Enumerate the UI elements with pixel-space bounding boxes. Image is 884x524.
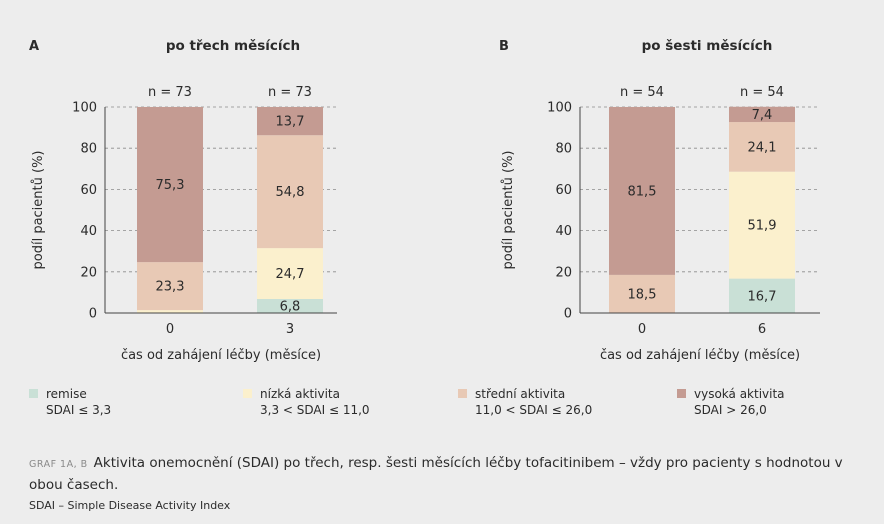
y-tick-label-a-40: 40 bbox=[80, 224, 97, 239]
caption-text: Aktivita onemocnění (SDAI) po třech, res… bbox=[29, 455, 843, 493]
legend-swatch-vysoka-aktivita bbox=[677, 389, 686, 398]
data-label-b-6-s0: 16,7 bbox=[748, 289, 777, 304]
n-label-a-0: n = 73 bbox=[148, 85, 192, 100]
footnote: SDAI – Simple Disease Activity Index bbox=[29, 499, 231, 512]
legend-swatch-stredni-aktivita bbox=[458, 389, 467, 398]
legend-desc-nizka-aktivita: 3,3 < SDAI ≤ 11,0 bbox=[260, 403, 370, 417]
panel-letter-b: B bbox=[499, 39, 509, 54]
x-tick-label-a-0: 0 bbox=[166, 322, 174, 337]
data-label-a-3-s1: 24,7 bbox=[276, 267, 305, 282]
x-tick-label-a-3: 3 bbox=[286, 322, 294, 337]
legend-desc-remise: SDAI ≤ 3,3 bbox=[46, 403, 112, 417]
bar-segment-a-0-s3 bbox=[137, 107, 203, 263]
bar-segment-a-0-s2 bbox=[137, 262, 203, 311]
data-label-b-6-s1: 51,9 bbox=[748, 219, 777, 234]
panel-title-b: po šesti měsících bbox=[642, 38, 773, 54]
y-tick-label-b-40: 40 bbox=[555, 224, 572, 239]
figure-caption: GRAF 1A, B Aktivita onemocnění (SDAI) po … bbox=[29, 453, 869, 495]
n-label-a-3: n = 73 bbox=[268, 85, 312, 100]
bar-segment-a-3-s0 bbox=[257, 298, 323, 313]
y-tick-label-a-0: 0 bbox=[89, 307, 97, 322]
bar-segment-a-0-s1 bbox=[137, 310, 203, 313]
bar-segment-b-0-s3 bbox=[609, 107, 675, 275]
data-label-b-0-s2: 18,5 bbox=[628, 287, 657, 302]
bar-segment-a-3-s2 bbox=[257, 135, 323, 249]
panel-letter-a: A bbox=[29, 39, 39, 54]
data-label-a-3-s0: 6,8 bbox=[280, 299, 301, 314]
bar-segment-b-6-s0 bbox=[729, 278, 795, 313]
caption-tag: GRAF 1A, B bbox=[29, 459, 88, 470]
y-tick-label-b-60: 60 bbox=[555, 183, 572, 198]
bar-segment-b-6-s2 bbox=[729, 122, 795, 172]
bar-segment-a-3-s3 bbox=[257, 107, 323, 136]
legend-label-nizka-aktivita: nízká aktivita bbox=[260, 387, 340, 401]
bar-segment-b-0-s2 bbox=[609, 274, 675, 313]
y-axis-title-b: podíl pacientů (%) bbox=[501, 151, 516, 270]
x-axis-title-a: čas od zahájení léčby (měsíce) bbox=[121, 348, 321, 363]
legend-label-vysoka-aktivita: vysoká aktivita bbox=[694, 387, 785, 401]
legend-label-stredni-aktivita: střední aktivita bbox=[475, 387, 566, 401]
y-tick-label-a-20: 20 bbox=[80, 265, 97, 280]
legend-desc-vysoka-aktivita: SDAI > 26,0 bbox=[694, 403, 767, 417]
legend-label-remise: remise bbox=[46, 387, 87, 401]
n-label-b-6: n = 54 bbox=[740, 85, 784, 100]
y-tick-label-b-80: 80 bbox=[555, 142, 572, 157]
bar-segment-b-6-s3 bbox=[729, 106, 795, 123]
y-tick-label-b-100: 100 bbox=[547, 101, 572, 116]
data-label-b-6-s3: 7,4 bbox=[752, 108, 773, 123]
data-label-a-0-s3: 75,3 bbox=[156, 178, 185, 193]
data-label-a-3-s2: 54,8 bbox=[276, 185, 305, 200]
bar-segment-a-3-s1 bbox=[257, 248, 323, 299]
x-tick-label-b-6: 6 bbox=[758, 322, 766, 337]
legend-swatch-nizka-aktivita bbox=[243, 389, 252, 398]
legend-desc-stredni-aktivita: 11,0 < SDAI ≤ 26,0 bbox=[475, 403, 593, 417]
x-tick-label-b-0: 0 bbox=[638, 322, 646, 337]
bar-segment-b-6-s1 bbox=[729, 171, 795, 279]
y-tick-label-b-20: 20 bbox=[555, 265, 572, 280]
y-tick-label-a-80: 80 bbox=[80, 142, 97, 157]
y-axis-title-a: podíl pacientů (%) bbox=[31, 151, 46, 270]
data-label-a-3-s3: 13,7 bbox=[276, 115, 305, 130]
x-axis-title-b: čas od zahájení léčby (měsíce) bbox=[600, 348, 800, 363]
panel-title-a: po třech měsících bbox=[166, 38, 300, 54]
y-tick-label-a-100: 100 bbox=[72, 101, 97, 116]
data-label-a-0-s2: 23,3 bbox=[156, 280, 185, 295]
legend-swatch-remise bbox=[29, 389, 38, 398]
n-label-b-0: n = 54 bbox=[620, 85, 664, 100]
data-label-b-0-s3: 81,5 bbox=[628, 184, 657, 199]
y-tick-label-b-0: 0 bbox=[564, 307, 572, 322]
y-tick-label-a-60: 60 bbox=[80, 183, 97, 198]
data-label-b-6-s2: 24,1 bbox=[748, 140, 777, 155]
